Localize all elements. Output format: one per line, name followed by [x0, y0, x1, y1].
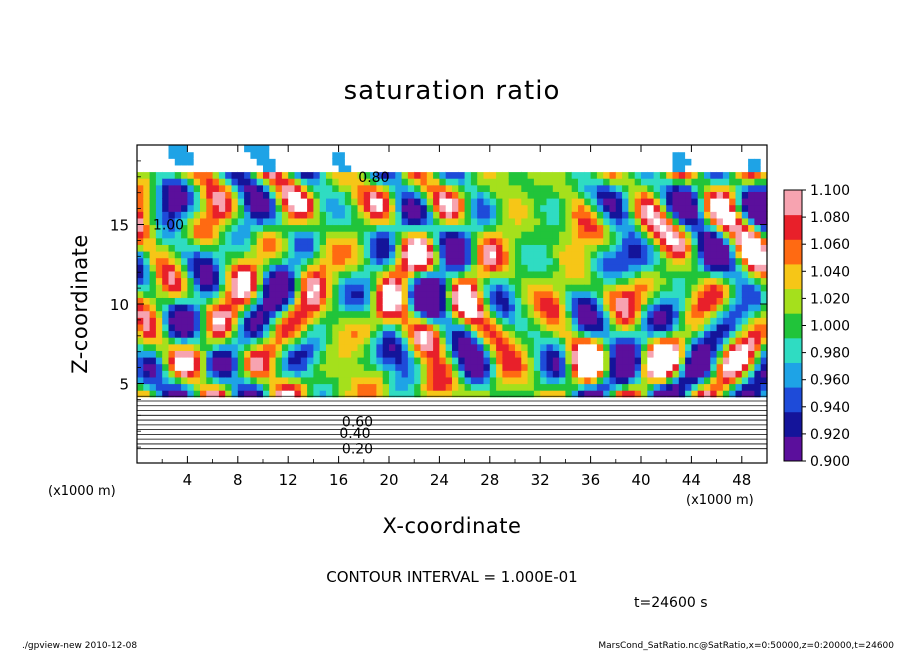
x-tick-label: 12	[279, 471, 298, 489]
y-tick-label: 5	[119, 376, 129, 394]
contour-label: 0.80	[358, 170, 389, 186]
y-tick-label: 10	[110, 296, 129, 314]
y-tick-label: 15	[110, 217, 129, 235]
colorbar-segment	[784, 214, 802, 240]
x-tick-label: 4	[183, 471, 193, 489]
colorbar-label: 0.940	[810, 400, 850, 416]
colorbar-label: 1.060	[810, 237, 850, 253]
colorbar-label: 1.000	[810, 319, 850, 335]
colorbar-label: 0.960	[810, 373, 850, 389]
x-axis-label: X-coordinate	[382, 514, 522, 538]
contour-label: 0.20	[342, 442, 373, 458]
chart-title: saturation ratio	[343, 76, 561, 106]
x-tick-label: 48	[732, 471, 751, 489]
x-tick-label: 36	[581, 471, 600, 489]
colorbar-segment	[784, 313, 802, 339]
colorbar-label: 0.920	[810, 427, 850, 443]
x-unit-label-right: (x1000 m)	[686, 493, 754, 508]
contour-label: 1.00	[153, 218, 184, 234]
footer-left: ./gpview-new 2010-12-08	[22, 641, 138, 651]
colorbar-label: 1.040	[810, 264, 850, 280]
colorbar-segment	[784, 436, 802, 462]
x-tick-label: 44	[682, 471, 701, 489]
colorbar-segment	[784, 387, 802, 413]
x-unit-label-left: (x1000 m)	[48, 484, 116, 499]
saturation-field	[137, 145, 768, 464]
colorbar-segment	[784, 263, 802, 290]
colorbar-label: 0.900	[810, 454, 850, 470]
colorbar-segment	[784, 337, 802, 363]
colorbar-segment	[784, 362, 802, 388]
colorbar-segment	[784, 288, 802, 314]
contour-label: 0.60	[342, 415, 373, 431]
colorbar-label: 1.080	[810, 210, 850, 226]
contour-label: 0.40	[339, 426, 370, 442]
x-tick-label: 40	[631, 471, 650, 489]
time-label: t=24600 s	[634, 595, 708, 611]
x-tick-label: 28	[480, 471, 499, 489]
colorbar-label: 0.980	[810, 346, 850, 362]
x-tick-label: 24	[430, 471, 449, 489]
colorbar-segment	[784, 239, 802, 265]
footer-right: MarsCond_SatRatio.nc@SatRatio,x=0:50000,…	[598, 641, 894, 651]
colorbar-label: 1.100	[810, 183, 850, 199]
colorbar-label: 1.020	[810, 291, 850, 307]
x-tick-label: 32	[531, 471, 550, 489]
colorbar-segment	[784, 190, 802, 216]
contour-interval-note: CONTOUR INTERVAL = 1.000E-01	[326, 568, 578, 586]
colorbar-segment	[784, 411, 802, 437]
x-tick-label: 16	[329, 471, 348, 489]
x-tick-label: 8	[233, 471, 243, 489]
x-tick-label: 20	[379, 471, 398, 489]
